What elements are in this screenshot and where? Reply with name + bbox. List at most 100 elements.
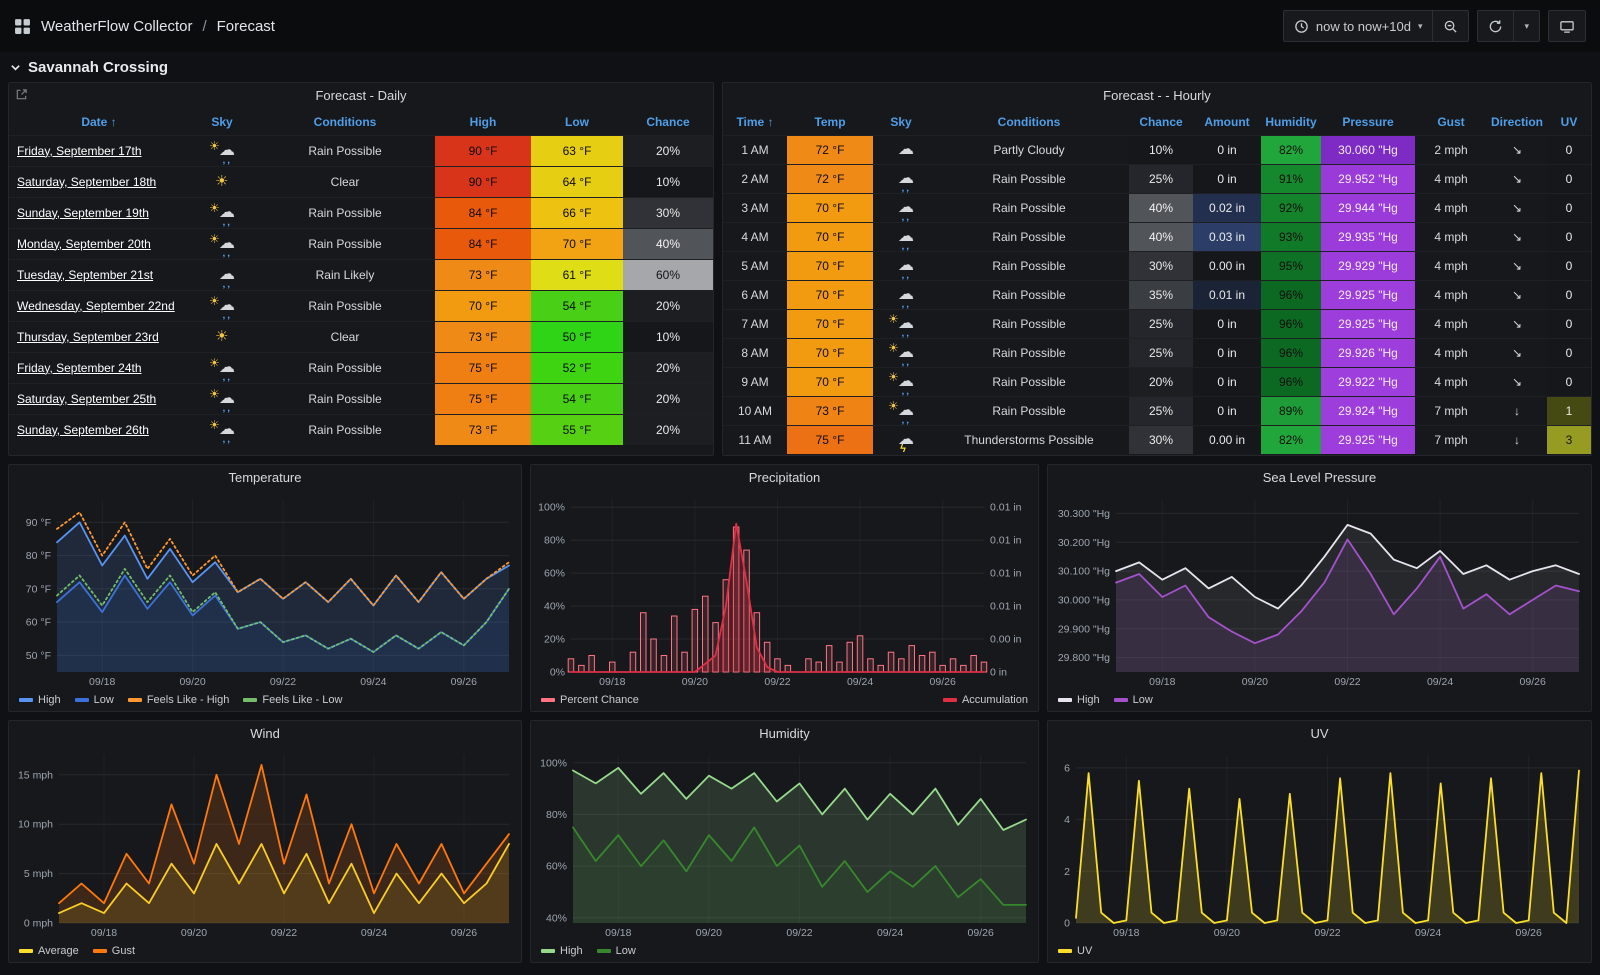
column-header[interactable]: Temp bbox=[814, 114, 846, 129]
date-link[interactable]: Sunday, September 26th bbox=[17, 422, 149, 437]
legend-item[interactable]: Gust bbox=[92, 945, 135, 957]
breadcrumb-app[interactable]: WeatherFlow Collector bbox=[41, 17, 193, 35]
column-header[interactable]: Date ↑ bbox=[81, 114, 117, 129]
temp-cell: 75 °F bbox=[787, 424, 873, 454]
legend-item[interactable]: Low bbox=[1113, 694, 1153, 706]
column-header[interactable]: Sky bbox=[890, 114, 912, 129]
conditions-cell: Rain Possible bbox=[255, 289, 435, 321]
date-link[interactable]: Friday, September 24th bbox=[17, 360, 142, 375]
panel-title-hourly[interactable]: Forecast - - Hourly bbox=[1103, 88, 1211, 103]
column-header[interactable]: UV bbox=[1560, 114, 1578, 129]
column-header[interactable]: Conditions bbox=[997, 114, 1061, 129]
uv-cell: 0 bbox=[1547, 192, 1591, 222]
conditions-cell: Rain Possible bbox=[255, 196, 435, 228]
refresh-icon bbox=[1488, 19, 1503, 34]
low-temp-cell: 66 °F bbox=[531, 196, 623, 228]
column-header[interactable]: Chance bbox=[646, 114, 690, 129]
chance-cell: 35% bbox=[1129, 279, 1193, 309]
legend-label: Percent Chance bbox=[560, 694, 639, 706]
svg-text:100%: 100% bbox=[538, 502, 565, 514]
high-temp-cell: 73 °F bbox=[435, 413, 531, 445]
column-header[interactable]: High bbox=[469, 114, 497, 129]
svg-text:4: 4 bbox=[1064, 814, 1070, 826]
panel-title-uv[interactable]: UV bbox=[1310, 726, 1329, 741]
column-header[interactable]: Chance bbox=[1139, 114, 1183, 129]
legend-item[interactable]: Low bbox=[596, 945, 636, 957]
humidity-cell: 96% bbox=[1261, 366, 1321, 396]
legend-item[interactable]: Low bbox=[74, 694, 114, 706]
time-cell: 5 AM bbox=[723, 250, 787, 280]
legend-item[interactable]: High bbox=[19, 694, 61, 706]
gust-cell: 4 mph bbox=[1415, 337, 1487, 367]
date-link[interactable]: Monday, September 20th bbox=[17, 236, 151, 251]
zoom-out-button[interactable] bbox=[1433, 10, 1470, 42]
refresh-button[interactable] bbox=[1477, 10, 1515, 42]
conditions-cell: Rain Possible bbox=[929, 250, 1129, 280]
date-link[interactable]: Saturday, September 18th bbox=[17, 174, 157, 189]
svg-text:09/26: 09/26 bbox=[1520, 676, 1546, 688]
legend-label: Average bbox=[38, 945, 79, 957]
time-cell: 1 AM bbox=[723, 134, 787, 164]
time-range-picker[interactable]: now to now+10d ▾ bbox=[1282, 10, 1434, 42]
panel-title-daily[interactable]: Forecast - Daily bbox=[315, 88, 407, 103]
breadcrumb-page[interactable]: Forecast bbox=[216, 17, 275, 35]
pressure-cell: 30.060 "Hg bbox=[1321, 134, 1415, 164]
panel-title-wind[interactable]: Wind bbox=[250, 726, 280, 741]
column-header[interactable]: Amount bbox=[1204, 114, 1250, 129]
legend-item[interactable]: High bbox=[1058, 694, 1100, 706]
temp-cell: 70 °F bbox=[787, 337, 873, 367]
column-header[interactable]: Conditions bbox=[313, 114, 377, 129]
date-link[interactable]: Sunday, September 19th bbox=[17, 205, 149, 220]
apps-grid-icon[interactable] bbox=[14, 18, 31, 35]
legend-label: UV bbox=[1077, 945, 1093, 957]
column-header[interactable]: Humidity bbox=[1265, 114, 1317, 129]
dashboard-row-savannah-crossing[interactable]: Savannah Crossing bbox=[0, 52, 1600, 82]
column-header[interactable]: Gust bbox=[1437, 114, 1465, 129]
legend-item[interactable]: Average bbox=[19, 945, 79, 957]
svg-text:30.200 "Hg: 30.200 "Hg bbox=[1058, 537, 1110, 549]
panel-external-link-icon[interactable] bbox=[15, 88, 28, 101]
tv-mode-button[interactable] bbox=[1548, 10, 1586, 42]
svg-text:15 mph: 15 mph bbox=[18, 769, 53, 781]
date-cell: Monday, September 20th bbox=[9, 227, 189, 259]
table-row: 9 AM 70 °F ☀ ☁ ‚‚ Rain Possible 20% 0 in 96% 29.9… bbox=[723, 366, 1591, 396]
column-header[interactable]: Time ↑ bbox=[736, 114, 774, 129]
column-header[interactable]: Sky bbox=[211, 114, 233, 129]
legend-item[interactable]: Feels Like - Low bbox=[243, 694, 342, 706]
legend-item[interactable]: Feels Like - High bbox=[127, 694, 229, 706]
panel-title-temperature[interactable]: Temperature bbox=[228, 470, 302, 485]
pressure-cell: 29.922 "Hg bbox=[1321, 366, 1415, 396]
legend-item[interactable]: Accumulation bbox=[942, 694, 1028, 706]
pressure-cell: 29.925 "Hg bbox=[1321, 308, 1415, 338]
legend-marker bbox=[541, 698, 555, 702]
refresh-interval-button[interactable]: ▾ bbox=[1514, 10, 1540, 42]
svg-text:80%: 80% bbox=[544, 535, 565, 547]
column-header[interactable]: Low bbox=[565, 114, 589, 129]
humidity-cell: 91% bbox=[1261, 163, 1321, 193]
legend-marker bbox=[1113, 698, 1128, 702]
column-header[interactable]: Direction bbox=[1490, 114, 1543, 129]
legend-item[interactable]: High bbox=[541, 945, 583, 957]
column-header[interactable]: Pressure bbox=[1342, 114, 1394, 129]
time-cell: 11 AM bbox=[723, 424, 787, 454]
date-link[interactable]: Thursday, September 23rd bbox=[17, 329, 159, 344]
wind-direction-cell: ↘ bbox=[1487, 221, 1547, 251]
date-link[interactable]: Friday, September 17th bbox=[17, 143, 142, 158]
panel-title-precipitation[interactable]: Precipitation bbox=[748, 470, 821, 485]
date-link[interactable]: Saturday, September 25th bbox=[17, 391, 157, 406]
panel-title-pressure[interactable]: Sea Level Pressure bbox=[1262, 470, 1377, 485]
legend-item[interactable]: UV bbox=[1058, 945, 1092, 957]
chance-cell: 40% bbox=[1129, 192, 1193, 222]
chevron-down-icon: ▾ bbox=[1524, 20, 1529, 31]
time-cell: 6 AM bbox=[723, 279, 787, 309]
svg-text:90 °F: 90 °F bbox=[26, 517, 51, 529]
legend-label: Feels Like - Low bbox=[262, 694, 343, 706]
rain-sun-icon: ☀ ☁ ‚‚ bbox=[888, 398, 914, 426]
precipitation-chart: 0% 20% 40% 60% 80% 100% 0 in 0.00 in 0.01 in 0.01… bbox=[533, 491, 1036, 689]
legend-item[interactable]: Percent Chance bbox=[541, 694, 639, 706]
cloud-icon: ☁ bbox=[898, 140, 914, 158]
date-link[interactable]: Tuesday, September 21st bbox=[17, 267, 154, 282]
panel-title-humidity[interactable]: Humidity bbox=[759, 726, 810, 741]
date-link[interactable]: Wednesday, September 22nd bbox=[17, 298, 175, 313]
rain-icon: ☁ ‚‚ bbox=[898, 169, 914, 194]
